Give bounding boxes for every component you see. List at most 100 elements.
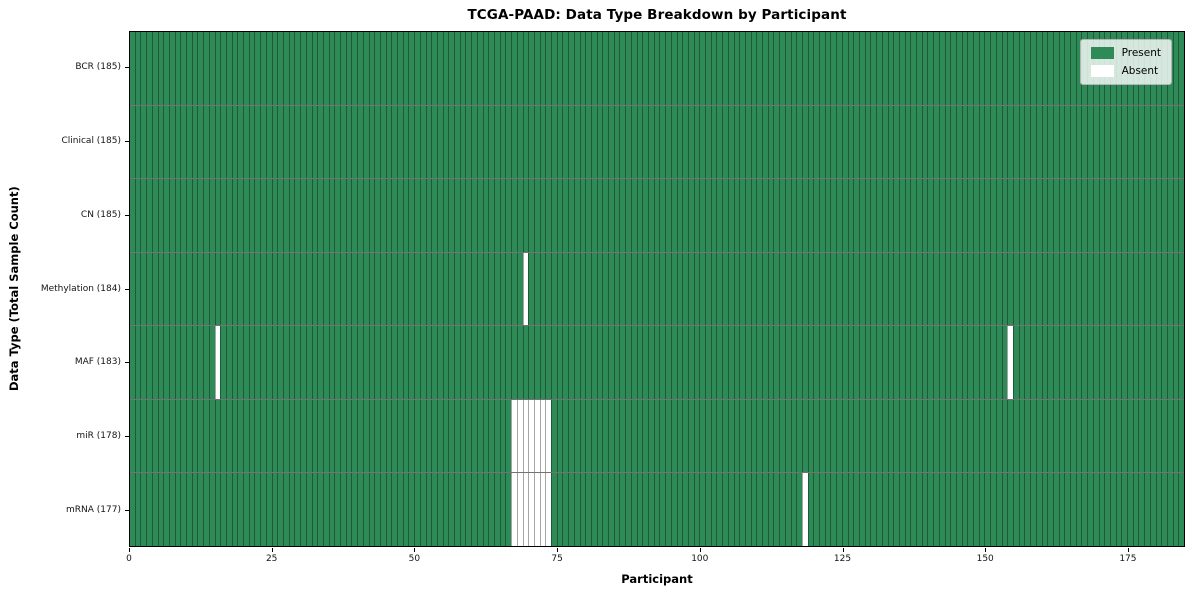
cell-present bbox=[1121, 399, 1128, 473]
cell-present bbox=[345, 32, 352, 105]
cell-present bbox=[431, 179, 437, 252]
y-tick-label-bcr: BCR (185) bbox=[75, 62, 121, 73]
cell-present bbox=[1070, 399, 1076, 473]
cell-present bbox=[716, 326, 723, 399]
cell-present bbox=[1121, 105, 1128, 179]
cell-present bbox=[676, 326, 683, 399]
cell-present bbox=[488, 32, 494, 105]
cell-present bbox=[1132, 179, 1139, 252]
cell-present bbox=[243, 179, 249, 252]
cell-present bbox=[357, 105, 363, 179]
cell-present bbox=[305, 179, 312, 252]
cell-present bbox=[494, 399, 500, 473]
cell-present bbox=[419, 105, 426, 179]
cell-present bbox=[442, 473, 449, 547]
cell-present bbox=[619, 252, 626, 326]
cell-present bbox=[151, 326, 158, 399]
cell-present bbox=[288, 32, 295, 105]
cell-present bbox=[465, 399, 472, 473]
cell-present bbox=[773, 399, 780, 473]
cell-present bbox=[1155, 473, 1162, 547]
y-tick-label-maf: MAF (183) bbox=[74, 357, 121, 368]
cell-present bbox=[790, 105, 797, 179]
cell-present bbox=[1149, 179, 1156, 252]
cell-present bbox=[767, 252, 774, 326]
cell-present bbox=[1041, 473, 1048, 547]
cell-present bbox=[682, 326, 688, 399]
cell-present bbox=[847, 32, 854, 105]
cell-present bbox=[419, 399, 426, 473]
cell-present bbox=[1132, 326, 1139, 399]
cell-present bbox=[859, 32, 865, 105]
cell-present bbox=[459, 179, 466, 252]
cell-present bbox=[995, 399, 1002, 473]
cell-present bbox=[933, 32, 939, 105]
cell-present bbox=[967, 326, 974, 399]
cell-present bbox=[864, 179, 871, 252]
cell-present bbox=[459, 326, 466, 399]
cell-present bbox=[796, 179, 802, 252]
cell-present bbox=[1127, 473, 1133, 547]
cell-present bbox=[670, 32, 677, 105]
cell-present bbox=[568, 32, 574, 105]
cell-present bbox=[665, 179, 671, 252]
cell-present bbox=[248, 252, 255, 326]
cell-present bbox=[130, 399, 135, 473]
cell-present bbox=[710, 179, 717, 252]
cell-present bbox=[619, 32, 626, 105]
cell-present bbox=[790, 32, 797, 105]
cell-present bbox=[1041, 399, 1048, 473]
cell-present bbox=[955, 326, 962, 399]
y-tick-mark bbox=[125, 214, 129, 216]
cell-present bbox=[425, 105, 432, 179]
cell-present bbox=[767, 473, 774, 547]
cell-present bbox=[539, 179, 546, 252]
cell-present bbox=[819, 326, 825, 399]
cell-present bbox=[1104, 179, 1110, 252]
y-tick-label-methylation: Methylation (184) bbox=[40, 283, 121, 294]
cell-present bbox=[608, 105, 614, 179]
cell-present bbox=[733, 399, 740, 473]
cell-present bbox=[887, 32, 894, 105]
cell-present bbox=[260, 473, 266, 547]
cell-present bbox=[619, 105, 626, 179]
cell-present bbox=[471, 252, 477, 326]
cell-present bbox=[282, 32, 289, 105]
cell-present bbox=[756, 32, 763, 105]
cell-present bbox=[1030, 399, 1036, 473]
cell-present bbox=[1058, 326, 1065, 399]
cell-present bbox=[636, 399, 643, 473]
cell-present bbox=[1081, 399, 1088, 473]
x-tick-label: 0 bbox=[126, 554, 132, 564]
cell-present bbox=[208, 105, 215, 179]
cell-present bbox=[476, 399, 483, 473]
cell-present bbox=[1161, 105, 1167, 179]
cell-present bbox=[699, 252, 706, 326]
cell-present bbox=[345, 179, 352, 252]
cell-present bbox=[494, 473, 500, 547]
cell-present bbox=[990, 473, 996, 547]
cell-present bbox=[533, 105, 540, 179]
cell-present bbox=[334, 32, 341, 105]
cell-present bbox=[1058, 252, 1065, 326]
cell-present bbox=[511, 32, 517, 105]
cell-present bbox=[887, 473, 894, 547]
cell-present bbox=[898, 32, 905, 105]
cell-present bbox=[385, 326, 392, 399]
cell-present bbox=[1144, 252, 1150, 326]
x-tick-mark bbox=[129, 548, 130, 552]
cell-present bbox=[539, 326, 546, 399]
cell-present bbox=[824, 326, 831, 399]
cell-present bbox=[408, 105, 415, 179]
cell-present bbox=[1081, 326, 1088, 399]
cell-present bbox=[995, 179, 1002, 252]
cell-present bbox=[146, 399, 152, 473]
cell-present bbox=[556, 105, 563, 179]
cell-present bbox=[305, 326, 312, 399]
cell-present bbox=[585, 399, 591, 473]
cell-present bbox=[824, 252, 831, 326]
cell-present bbox=[973, 179, 979, 252]
cell-present bbox=[727, 252, 734, 326]
cell-present bbox=[978, 473, 985, 547]
cell-present bbox=[961, 399, 968, 473]
